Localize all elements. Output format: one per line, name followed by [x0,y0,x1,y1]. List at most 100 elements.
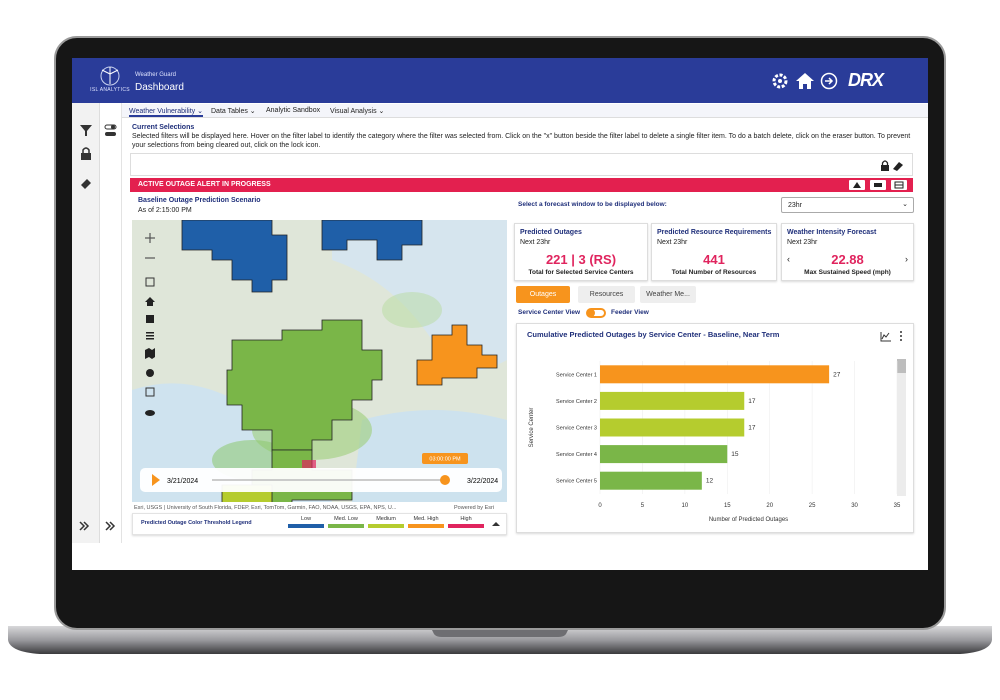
settings-icon[interactable] [772,73,788,89]
filter-box-icons [881,160,903,171]
chart-tools[interactable] [880,331,902,342]
y-tick-label: Service Center 3 [556,426,597,432]
map-as-of: As of 2:15:00 PM [138,207,192,214]
toggle-right-label: Feeder View [611,309,649,316]
bar [600,445,728,464]
x-axis-label: Number of Predicted Outages [709,517,788,523]
card-value: 441 [703,252,725,267]
y-tick-label: Service Center 5 [556,479,597,485]
selections-title: Current Selections [132,124,195,131]
x-tick-label: 30 [851,503,858,509]
card-value: 22.88 [831,252,864,267]
card-title: Weather Intensity Forecast [787,229,877,236]
slider-time: 03:00:00 PM [429,457,461,463]
bar [600,391,745,410]
tab-bar [122,104,928,118]
filter-box [130,153,913,176]
x-tick-label: 25 [809,503,816,509]
view-tab[interactable]: Resources [578,286,635,303]
chart-panel: Cumulative Predicted Outages by Service … [516,323,914,533]
card-window: Next 23hr [520,239,551,246]
legend-label: Med. Low [334,516,358,522]
map-attribution: Esri, USGS | University of South Florida… [134,505,397,511]
expand-icon[interactable] [105,521,116,531]
card-window: Next 23hr [657,239,688,246]
slider-thumb[interactable] [440,475,450,485]
card-caption: Total for Selected Service Centers [528,269,634,276]
forecast-dropdown[interactable]: 23hr ⌄ [781,197,914,213]
scrollbar-thumb[interactable] [897,359,906,373]
tab[interactable]: Weather Vulnerability ⌄ [129,108,203,117]
view-tab[interactable]: Outages [516,286,570,303]
legend-swatch [408,524,444,528]
legend-swatch [368,524,404,528]
filter-icon[interactable] [80,125,92,136]
legend-swatch [448,524,484,528]
header: ISL ANALYTICS Weather Guard Dashboard DR… [72,58,928,103]
home-icon[interactable] [796,73,814,89]
sidebar-icons [79,125,92,531]
logout-icon[interactable] [820,72,838,90]
legend-collapse[interactable] [491,520,501,528]
screen: ISL ANALYTICS Weather Guard Dashboard DR… [72,58,928,570]
eraser-icon[interactable] [81,179,91,189]
page-title: Dashboard [135,82,184,93]
lock-icon[interactable] [881,165,889,171]
bar-value-label: 17 [748,398,756,405]
card-next[interactable]: › [905,254,908,264]
alert-bar: ACTIVE OUTAGE ALERT IN PROGRESS [130,178,913,192]
map[interactable]: 3/21/2024 03:00:00 PM 3/22/2024 [132,220,507,502]
tab-label[interactable]: Visual Analysis [330,108,377,115]
y-axis-label: Service Center [529,408,535,448]
alert-icons [849,180,907,190]
legend-title: Predicted Outage Color Threshold Legend [141,520,252,526]
sidebar-secondary [100,103,122,543]
x-tick-label: 20 [766,503,773,509]
bar-value-label: 12 [706,478,714,485]
card-value: 221 | 3 (RS) [545,252,617,267]
toggle-left-label: Service Center View [518,309,581,316]
tab-label[interactable]: Analytic Sandbox [266,107,321,114]
y-tick-label: Service Center 1 [556,372,597,378]
x-tick-label: 15 [724,503,731,509]
view-toggle[interactable] [586,308,606,318]
x-tick-label: 35 [894,503,901,509]
play-button[interactable] [152,474,160,486]
card-caption: Max Sustained Speed (mph) [804,269,891,276]
scrollbar[interactable] [897,359,906,496]
x-tick-label: 0 [598,503,602,509]
view-tab[interactable]: Weather Me... [640,286,696,303]
card-title: Predicted Outages [520,229,582,236]
forecast-label: Select a forecast window to be displayed… [518,201,667,208]
tab[interactable]: Analytic Sandbox [266,107,320,114]
y-tick-label: Service Center 4 [556,452,597,458]
tab[interactable]: Visual Analysis ⌄ [330,108,385,115]
tab[interactable]: Data Tables ⌄ [211,108,256,115]
lock-icon[interactable] [81,153,91,160]
map-title: Baseline Outage Prediction Scenario [138,197,261,204]
expand-icon[interactable] [79,521,90,531]
kpi-card: Predicted Resource Requirements Next 23hr… [651,223,777,281]
slider-end: 3/22/2024 [467,478,498,485]
eraser-icon[interactable] [893,162,903,171]
tab-label[interactable]: Weather Vulnerability [129,108,196,115]
logo-text: ISL ANALYTICS [90,87,130,93]
legend-label: Medium [376,516,396,522]
laptop-base [8,626,992,654]
forecast-selected: 23hr [788,202,803,209]
map-toolbar[interactable] [145,233,155,416]
map-legend: Predicted Outage Color Threshold Legend … [132,513,507,535]
sidebar [72,103,100,543]
legend-swatch [328,524,364,528]
brand-logo: DRX [848,70,884,90]
legend-swatch [288,524,324,528]
legend-label: Low [300,516,312,522]
logo-icon [100,66,120,86]
bar-value-label: 27 [833,371,841,378]
tab-label[interactable]: Data Tables [211,108,248,115]
app-name: Weather Guard [135,72,176,78]
sidebar-secondary-icons [104,124,117,531]
kpi-card: Weather Intensity Forecast Next 23hr 22.88… [781,223,914,281]
card-prev[interactable]: ‹ [787,254,790,264]
